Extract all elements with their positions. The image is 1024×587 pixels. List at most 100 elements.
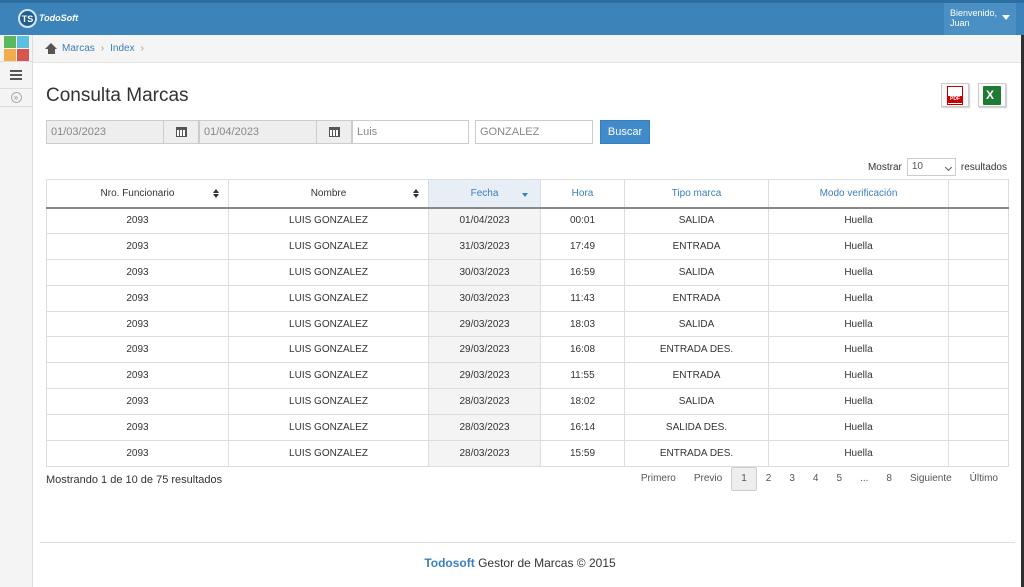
logo-badge: TS [18, 9, 37, 28]
date-to-field[interactable]: 01/04/2023 [199, 120, 317, 144]
cell-hora: 16:08 [540, 336, 625, 364]
table-row[interactable]: 2093 LUIS GONZALEZ 29/03/2023 16:08 ENTRADA … [46, 336, 1009, 364]
sidebar-menu-toggle[interactable] [0, 62, 32, 89]
cell-hora: 15:59 [540, 440, 625, 467]
first-name-input[interactable]: Luis [352, 120, 469, 144]
cell-nro-funcionario: 2093 [46, 336, 229, 364]
page-size-suffix: resultados [960, 161, 1007, 173]
double-chevron-right-icon: » [10, 92, 22, 103]
pagination-page-4[interactable]: 4 [812, 473, 819, 484]
table-row[interactable]: 2093 LUIS GONZALEZ 01/04/2023 00:01 SALIDA Hu… [46, 207, 1009, 234]
cell-fecha: 28/03/2023 [428, 440, 541, 467]
cell-tipo-marca: SALIDA [624, 388, 769, 416]
cell-fecha: 29/03/2023 [428, 362, 541, 390]
sort-icon [213, 189, 222, 199]
page-size-value: 10 [911, 161, 923, 172]
cell-nombre: LUIS GONZALEZ [228, 440, 429, 467]
cell-nombre: LUIS GONZALEZ [228, 362, 429, 390]
sidebar-collapse-button[interactable]: » [0, 89, 32, 107]
cell-modo-verificacion: Huella [768, 388, 949, 416]
cell-nombre: LUIS GONZALEZ [228, 310, 429, 338]
cell-fecha: 29/03/2023 [428, 336, 541, 364]
logo-text: TodoSoft [39, 13, 79, 23]
window-edge [1021, 35, 1024, 587]
cell-hora: 16:59 [540, 258, 625, 286]
cell-tipo-marca: SALIDA [624, 310, 769, 338]
cell-nombre: LUIS GONZALEZ [228, 336, 429, 364]
pagination-next[interactable]: Siguiente [909, 473, 952, 484]
table-row[interactable]: 2093 LUIS GONZALEZ 31/03/2023 17:49 ENTRADA H… [46, 232, 1009, 260]
column-header-fecha[interactable]: Fecha [428, 179, 541, 209]
cell-modo-verificacion: Huella [768, 362, 949, 390]
breadcrumb: Marcas › Index › [33, 35, 1021, 63]
home-icon[interactable] [45, 43, 58, 54]
cell-nro-funcionario: 2093 [46, 258, 229, 286]
pagination-page-1[interactable]: 1 [731, 467, 757, 491]
cell-modo-verificacion: Huella [768, 284, 949, 312]
last-name-input[interactable]: GONZALEZ [475, 120, 593, 144]
cell-extra [948, 310, 1009, 338]
user-greeting: Bienvenido, [950, 8, 998, 18]
cell-hora: 11:55 [540, 362, 625, 390]
top-navbar: TS TodoSoft Bienvenido, Juan [0, 0, 1024, 35]
cell-extra [948, 440, 1009, 467]
cell-fecha: 30/03/2023 [428, 258, 541, 286]
user-menu[interactable]: Bienvenido, Juan [944, 3, 1016, 35]
breadcrumb-item-marcas[interactable]: Marcas [62, 43, 95, 54]
pagination-first[interactable]: Primero [640, 473, 676, 484]
cell-extra [948, 284, 1009, 312]
table-row[interactable]: 2093 LUIS GONZALEZ 29/03/2023 18:03 SALIDA Hu… [46, 310, 1009, 338]
date-from-calendar-button[interactable] [163, 120, 199, 144]
footer: Todosoft Gestor de Marcas © 2015 [0, 556, 1024, 570]
sidebar-rail: » [0, 35, 33, 587]
table-row[interactable]: 2093 LUIS GONZALEZ 30/03/2023 11:43 ENTRADA H… [46, 284, 1009, 312]
pagination-last[interactable]: Último [969, 473, 998, 484]
cell-modo-verificacion: Huella [768, 440, 949, 467]
table-row[interactable]: 2093 LUIS GONZALEZ 28/03/2023 15:59 ENTRADA … [46, 440, 1009, 467]
cell-nro-funcionario: 2093 [46, 414, 229, 442]
date-to-calendar-button[interactable] [316, 120, 352, 144]
table-row[interactable]: 2093 LUIS GONZALEZ 28/03/2023 18:02 SALIDA Hu… [46, 388, 1009, 416]
date-from-field[interactable]: 01/03/2023 [46, 120, 164, 144]
column-header-tipo-marca[interactable]: Tipo marca [624, 179, 769, 209]
table-row[interactable]: 2093 LUIS GONZALEZ 30/03/2023 16:59 SALIDA Hu… [46, 258, 1009, 286]
pagination-prev[interactable]: Previo [693, 473, 723, 484]
pagination-ellipsis: ... [860, 473, 869, 484]
sort-icon [413, 189, 422, 199]
cell-tipo-marca: ENTRADA [624, 232, 769, 260]
export-pdf-button[interactable] [941, 83, 969, 107]
table-header-row: Nro. Funcionario Nombre Fecha Hora Tipo … [46, 179, 1009, 209]
pagination-page-5[interactable]: 5 [836, 473, 843, 484]
cell-fecha: 28/03/2023 [428, 388, 541, 416]
cell-nombre: LUIS GONZALEZ [228, 258, 429, 286]
table-row[interactable]: 2093 LUIS GONZALEZ 29/03/2023 11:55 ENTRADA H… [46, 362, 1009, 390]
column-header-nombre[interactable]: Nombre [228, 179, 429, 209]
export-excel-button[interactable] [978, 83, 1006, 107]
breadcrumb-separator-icon: › [100, 43, 105, 54]
app-logo[interactable]: TS TodoSoft [18, 9, 78, 28]
cell-extra [948, 258, 1009, 286]
search-button[interactable]: Buscar [600, 120, 650, 144]
caret-down-icon [1002, 15, 1010, 20]
pagination-page-2[interactable]: 2 [765, 473, 772, 484]
column-header-nro-funcionario[interactable]: Nro. Funcionario [46, 179, 229, 209]
cell-nro-funcionario: 2093 [46, 362, 229, 390]
table-row[interactable]: 2093 LUIS GONZALEZ 28/03/2023 16:14 SALIDA D… [46, 414, 1009, 442]
results-summary: Mostrando 1 de 10 de 75 resultados [46, 474, 223, 486]
column-header-hora[interactable]: Hora [540, 179, 625, 209]
cell-nro-funcionario: 2093 [46, 207, 229, 234]
cell-modo-verificacion: Huella [768, 414, 949, 442]
footer-brand[interactable]: Todosoft [424, 556, 475, 570]
pagination-page-3[interactable]: 3 [789, 473, 795, 484]
column-header-modo-verificacion[interactable]: Modo verificación [768, 179, 949, 209]
cell-fecha: 30/03/2023 [428, 284, 541, 312]
page-size-select[interactable]: 10 [906, 158, 956, 176]
calendar-icon [175, 127, 187, 137]
pagination-page-8[interactable]: 8 [886, 473, 892, 484]
sidebar-shortcut-tiles[interactable] [0, 35, 32, 62]
cell-modo-verificacion: Huella [768, 310, 949, 338]
cell-hora: 18:02 [540, 388, 625, 416]
marks-table: Nro. Funcionario Nombre Fecha Hora Tipo … [46, 179, 1009, 467]
breadcrumb-item-index[interactable]: Index [110, 43, 135, 54]
calendar-icon [328, 127, 340, 137]
